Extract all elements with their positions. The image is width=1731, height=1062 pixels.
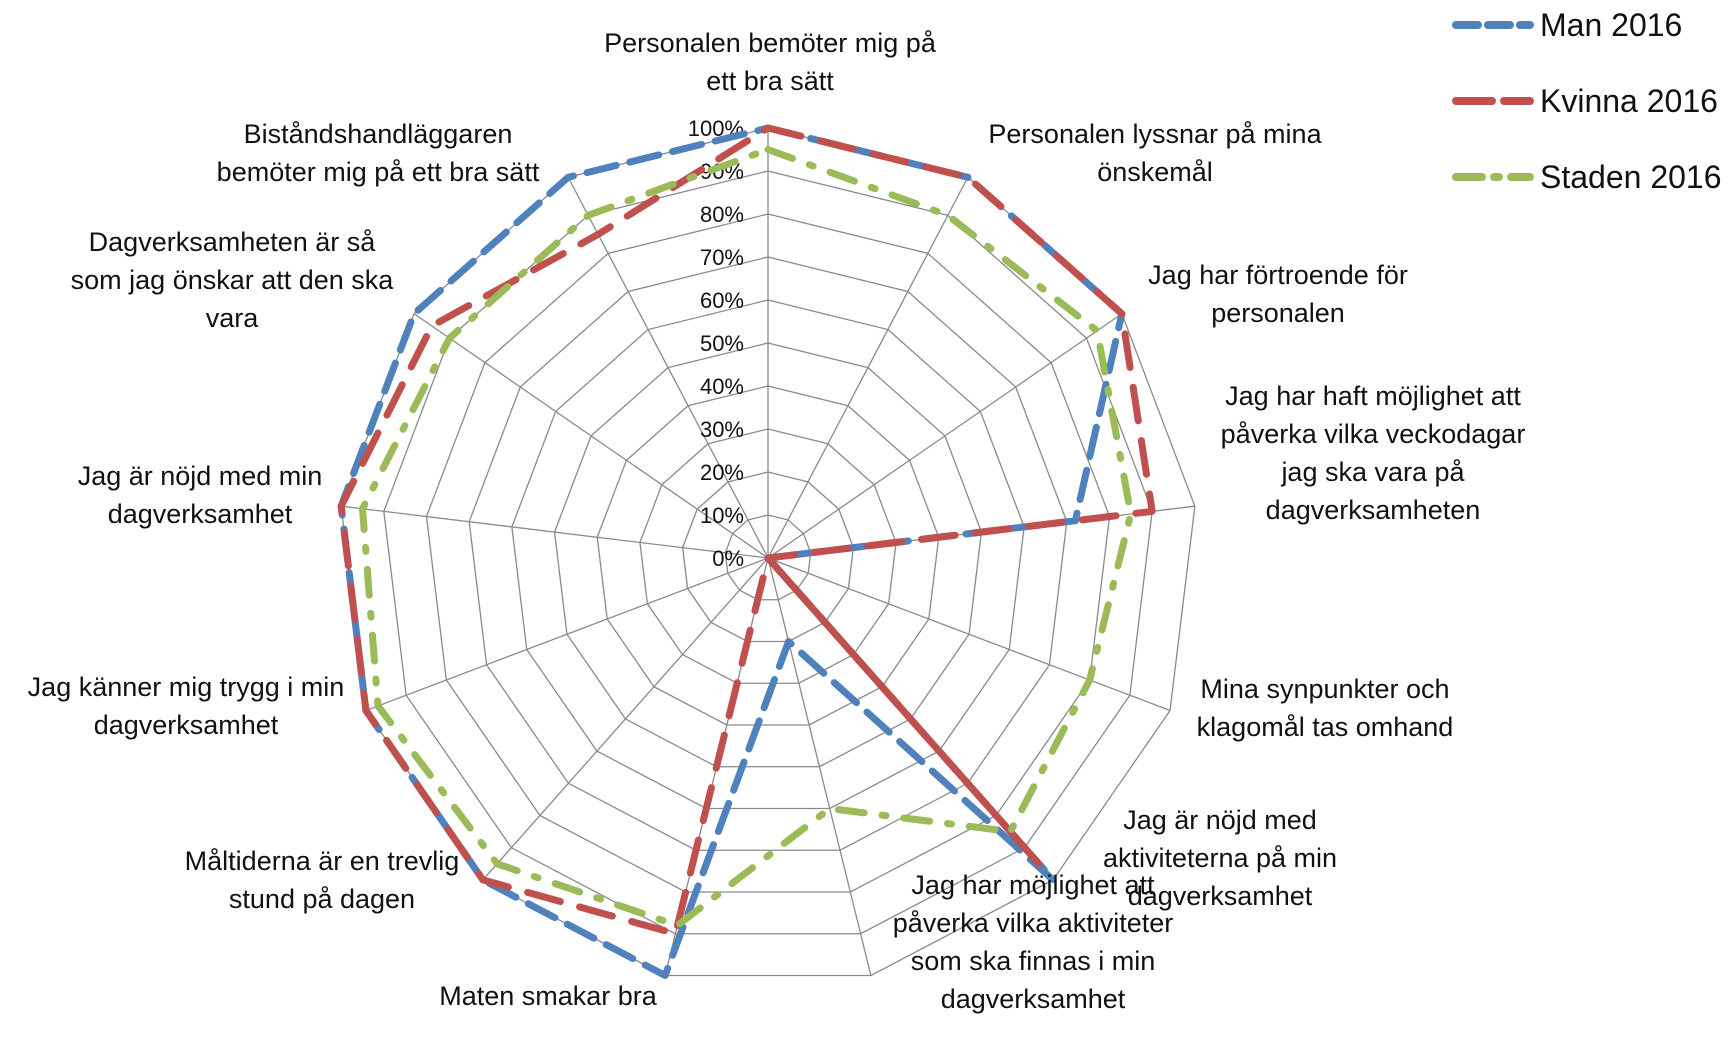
series-3 <box>358 146 1135 929</box>
grid-ring <box>425 213 1111 893</box>
category-label: Jag känner mig trygg i min dagverksamhet <box>28 672 345 740</box>
series-2 <box>337 124 1156 938</box>
tick-label: 30% <box>700 417 744 442</box>
tick-label: 50% <box>700 331 744 356</box>
grid-spoke <box>341 505 769 559</box>
category-label: Jag har haft möjlighet att påverka vilka … <box>1221 381 1526 525</box>
legend: Man 2016 Kvinna 2016 Staden 2016 <box>1452 7 1722 195</box>
legend-label: Kvinna 2016 <box>1540 83 1718 119</box>
series-line <box>337 124 1126 980</box>
data-series <box>337 124 1156 980</box>
series-line <box>358 146 1135 929</box>
category-label: Jag är nöjd med min dagverksamhet <box>78 461 323 529</box>
series-line <box>337 124 1156 938</box>
tick-label: 70% <box>700 245 744 270</box>
grid-ring <box>511 299 1025 810</box>
legend-item: Man 2016 <box>1452 7 1682 43</box>
category-label: Måltiderna är en trevlig stund på dagen <box>185 846 460 914</box>
category-label: Jag är nöjd med aktiviteterna på min dagve… <box>1103 805 1337 911</box>
category-label: Personalen lyssnar på mina önskemål <box>988 119 1322 187</box>
grid-ring <box>639 428 897 684</box>
grid-spoke <box>767 313 1123 559</box>
grid-ring <box>596 385 940 726</box>
category-label: Mina synpunkter och klagomål tas omhand <box>1197 674 1454 742</box>
legend-label: Man 2016 <box>1540 7 1682 43</box>
category-label: Dagverksamheten är så som jag önskar att … <box>71 227 395 333</box>
grid-spoke <box>767 557 1171 712</box>
grid-ring <box>553 342 983 768</box>
grid-ring <box>724 514 812 601</box>
grid-spoke <box>767 176 969 559</box>
grid-ring <box>681 471 855 643</box>
grid-spoke <box>482 557 769 881</box>
grid-spoke <box>567 176 769 559</box>
category-label: Jag har möjlighet att påverka vilka aktiv… <box>893 870 1174 1014</box>
legend-item: Kvinna 2016 <box>1452 83 1718 119</box>
legend-item: Staden 2016 <box>1452 159 1722 195</box>
category-label: Biståndshandläggaren bemöter mig på ett b… <box>217 119 540 187</box>
grid-spoke <box>767 557 872 976</box>
category-label: Personalen bemöter mig på ett bra sätt <box>604 28 937 96</box>
grid-spoke <box>365 557 769 712</box>
tick-label: 60% <box>700 288 744 313</box>
tick-label: 0% <box>712 546 744 571</box>
grid-spoke <box>413 313 769 559</box>
tick-label: 20% <box>700 460 744 485</box>
category-labels: Personalen bemöter mig på ett bra sätt Per… <box>28 28 1526 1014</box>
grid-ring <box>383 170 1153 935</box>
tick-label: 40% <box>700 374 744 399</box>
radar-grid <box>340 127 1196 977</box>
legend-label: Staden 2016 <box>1540 159 1722 195</box>
radial-tick-labels: 0%10%20%30%40%50%60%70%80%90%100% <box>688 116 744 571</box>
tick-label: 10% <box>700 503 744 528</box>
grid-ring <box>468 256 1068 851</box>
category-label: Jag har förtroende för personalen <box>1148 260 1408 328</box>
tick-label: 80% <box>700 202 744 227</box>
category-label: Maten smakar bra <box>439 981 658 1011</box>
